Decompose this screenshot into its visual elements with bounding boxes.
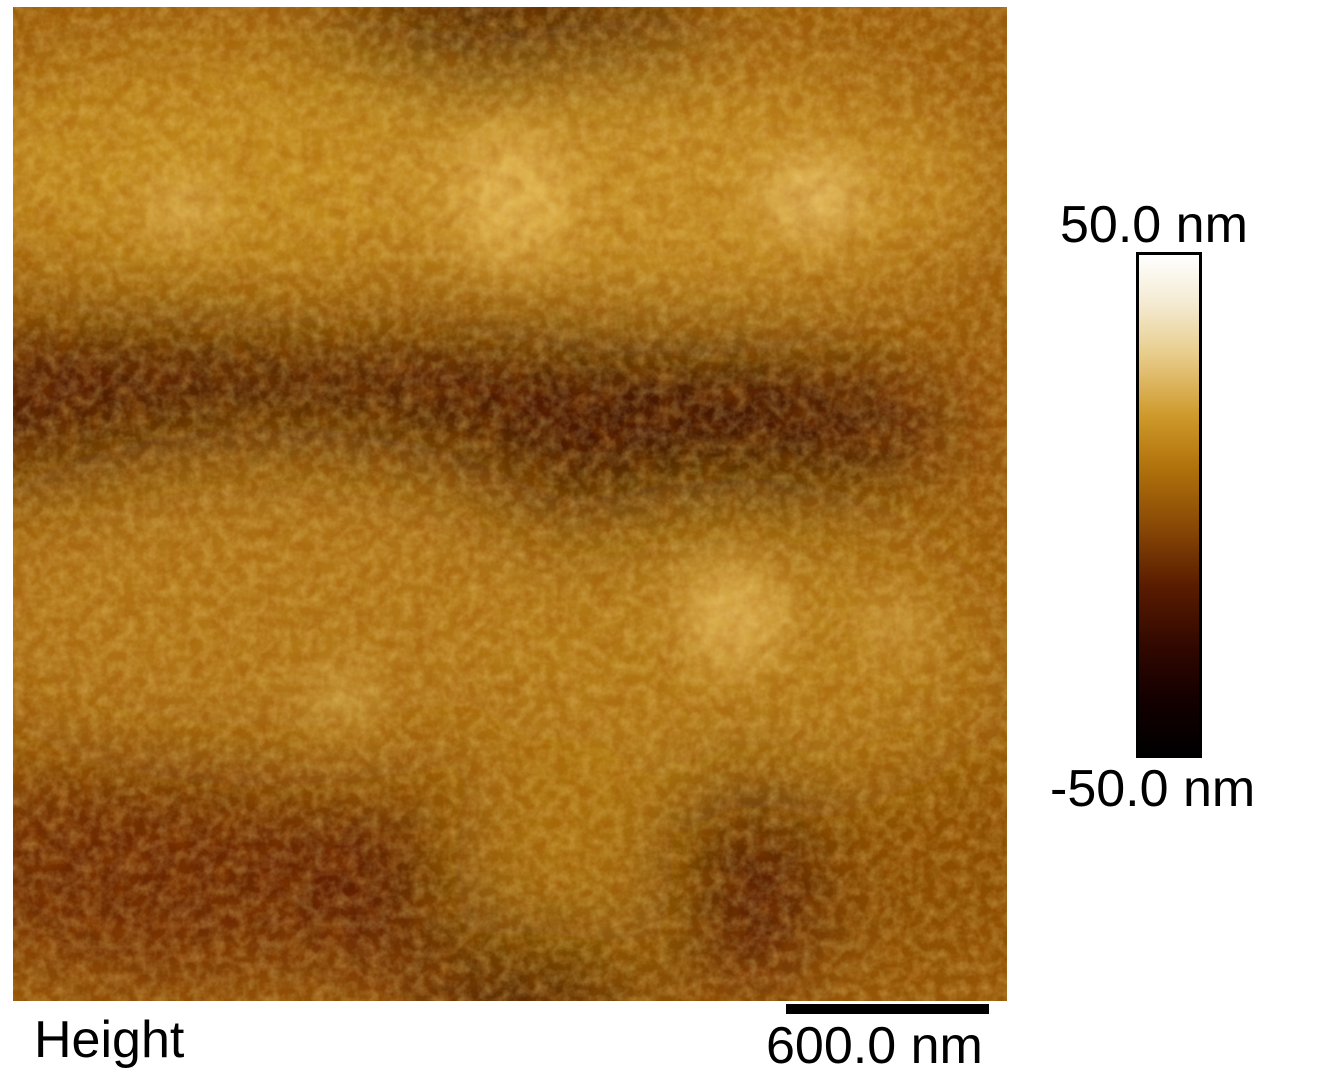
afm-height-image (13, 7, 1007, 1001)
colorbar-min-label: -50.0 nm (1050, 760, 1256, 818)
channel-label: Height (34, 1011, 185, 1069)
colorbar (1136, 252, 1202, 758)
scale-bar-label: 600.0 nm (766, 1017, 983, 1075)
colorbar-max-label: 50.0 nm (1060, 196, 1248, 254)
scale-bar (786, 1004, 989, 1014)
